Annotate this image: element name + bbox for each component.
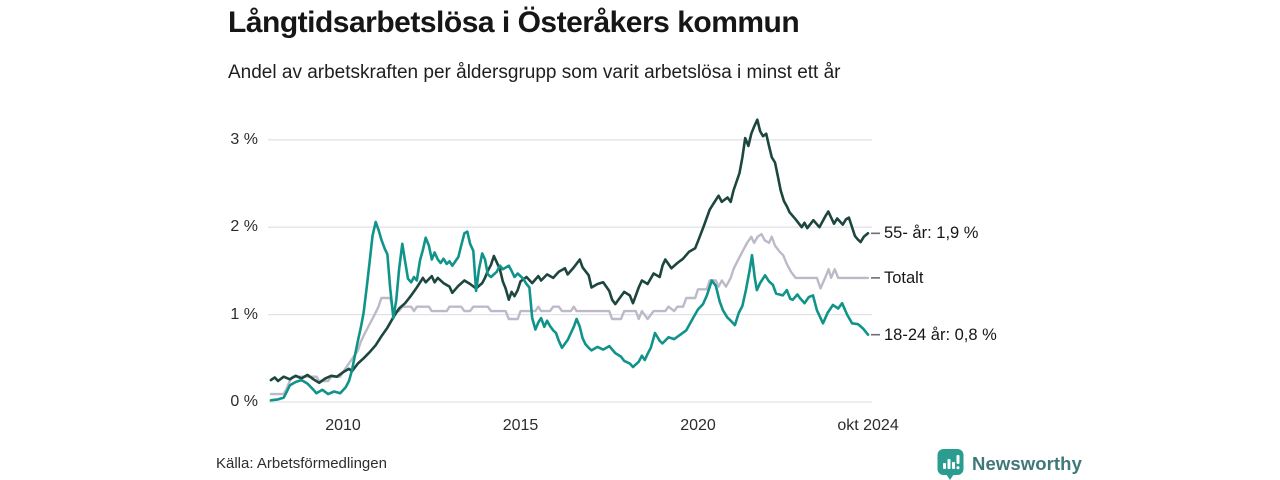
y-tick-label: 3 % [230, 130, 258, 148]
x-tick-label: 2015 [502, 417, 539, 434]
x-tick-label: 2020 [680, 417, 716, 434]
x-tick-label: okt 2024 [837, 417, 899, 434]
y-tick-label: 0 % [230, 393, 258, 410]
brand-name: Newsworthy [972, 453, 1082, 474]
chart-title: Långtidsarbetslösa i Österåkers kommun [228, 6, 800, 39]
source-note: Källa: Arbetsförmedlingen [216, 455, 387, 472]
y-tick-label: 2 % [230, 218, 258, 236]
x-tick-label: 2010 [325, 417, 361, 434]
y-tick-label: 1 % [230, 305, 258, 323]
legend-label-totalt: Totalt [884, 268, 924, 287]
legend-label-18-24-r: 18-24 år: 0,8 % [884, 325, 997, 344]
chart-subtitle: Andel av arbetskraften per åldersgrupp s… [228, 62, 841, 83]
series-line-totalt [269, 232, 870, 396]
brand-logo: Newsworthy [937, 448, 1082, 480]
series-line-18-24-r [269, 220, 870, 402]
legend-label-55-r: 55- år: 1,9 % [884, 224, 979, 243]
bar-chart-speech-bubble-icon [937, 449, 964, 480]
